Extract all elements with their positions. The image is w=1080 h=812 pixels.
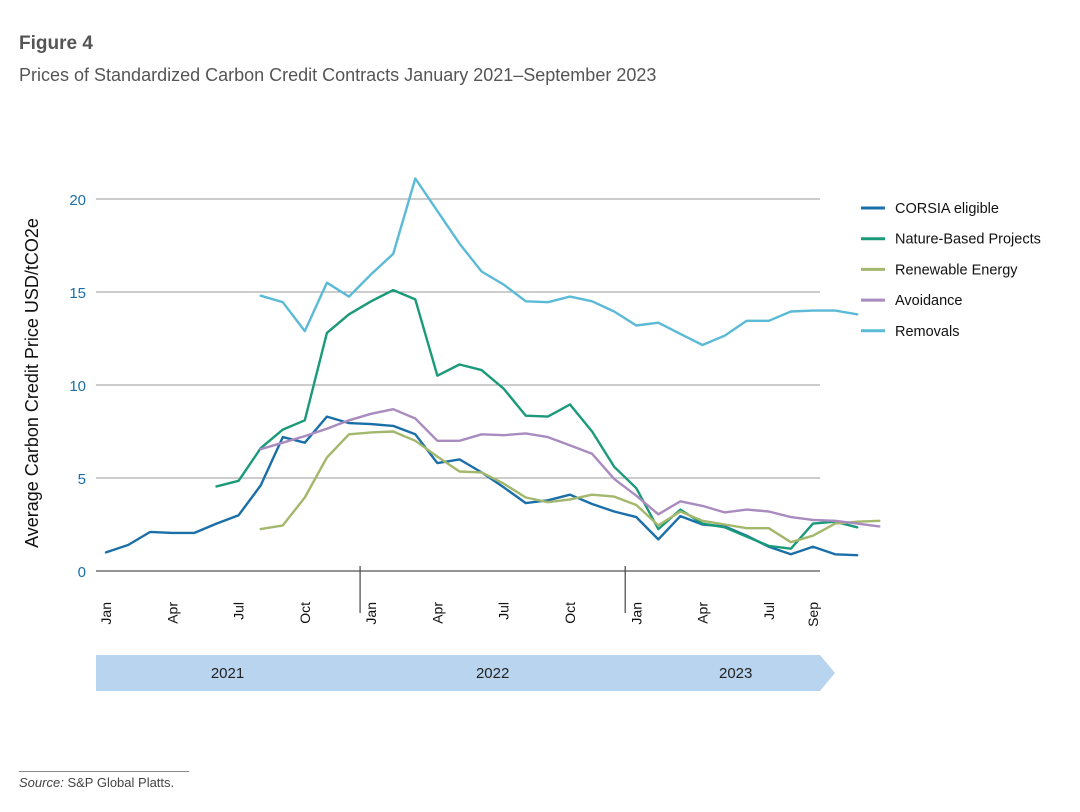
y-tick-label-0: 0 <box>78 564 86 581</box>
chart-title: Prices of Standardized Carbon Credit Con… <box>19 65 657 85</box>
x-tick-label-3: Oct <box>297 602 313 624</box>
legend-label-corsia-eligible: CORSIA eligible <box>895 201 999 217</box>
y-axis-label: Average Carbon Credit Price USD/tCO2e <box>22 218 42 548</box>
legend-label-removals: Removals <box>895 324 959 340</box>
year-dividers <box>359 566 626 613</box>
year-band-arrow <box>96 655 835 691</box>
grid-lines <box>96 198 820 572</box>
year-label-2023: 2023 <box>719 665 752 682</box>
legend-label-avoidance: Avoidance <box>895 293 962 309</box>
x-tick-label-9: Apr <box>695 602 711 624</box>
series-lines <box>104 177 881 557</box>
year-label-2022: 2022 <box>476 665 509 682</box>
x-tick-label-0: Jan <box>98 602 114 625</box>
series-line-renewable-energy <box>259 430 881 544</box>
series-line-nature-based-projects <box>215 288 859 550</box>
x-tick-label-2: Jul <box>231 602 247 620</box>
year-label-2021: 2021 <box>211 665 244 682</box>
source-note: Source: S&P Global Platts. <box>19 775 174 790</box>
series-line-removals <box>259 177 859 347</box>
legend-label-renewable-energy: Renewable Energy <box>895 262 1018 278</box>
y-tick-label-20: 20 <box>69 192 86 209</box>
x-tick-label-8: Jan <box>628 602 644 625</box>
source-text: S&P Global Platts. <box>67 775 175 790</box>
figure-label: Figure 4 <box>19 33 93 54</box>
y-axis-ticks: 0 5 10 15 20 <box>69 192 86 581</box>
source-label: Source: <box>19 775 64 790</box>
x-axis-ticks: Jan Apr Jul Oct Jan Apr Jul Oct Jan Apr Jul Sep <box>98 602 821 627</box>
x-tick-label-4: Jan <box>363 602 379 625</box>
y-tick-label-15: 15 <box>69 285 86 302</box>
x-tick-label-1: Apr <box>164 602 180 624</box>
x-tick-label-11: Sep <box>805 602 821 627</box>
source-divider <box>19 771 189 772</box>
series-line-avoidance <box>259 408 881 528</box>
x-tick-label-6: Jul <box>496 602 512 620</box>
legend: CORSIA eligible Nature-Based Projects Rene… <box>861 201 1041 340</box>
x-tick-label-10: Jul <box>761 602 777 620</box>
y-tick-label-5: 5 <box>78 471 86 488</box>
legend-label-nature-based-projects: Nature-Based Projects <box>895 232 1041 248</box>
x-tick-label-7: Oct <box>562 602 578 624</box>
y-tick-label-10: 10 <box>69 378 86 395</box>
x-tick-label-5: Apr <box>429 602 445 624</box>
year-band: 2021 2022 2023 <box>96 655 835 691</box>
